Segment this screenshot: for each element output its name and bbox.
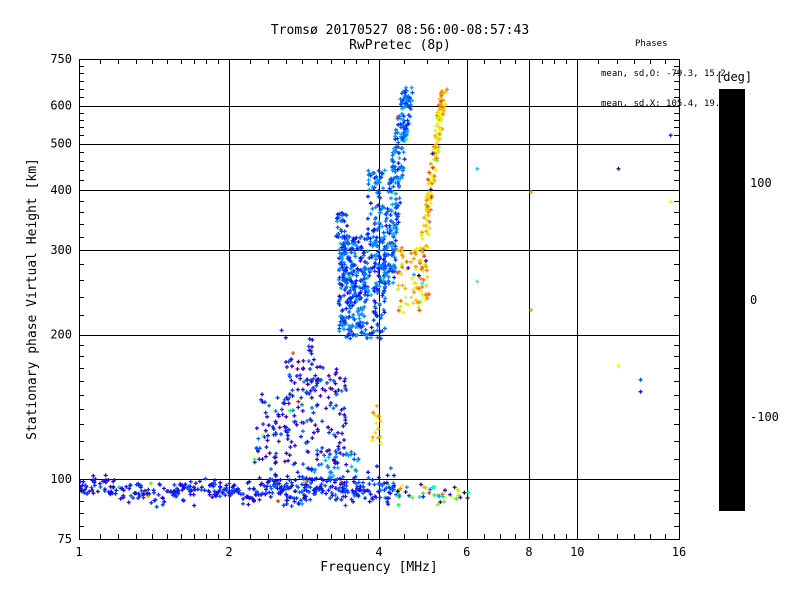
colorbar-tick-0: 0 <box>750 293 758 307</box>
svg-text:750: 750 <box>50 52 72 66</box>
plot-subtitle: RwPretec (8p) <box>349 38 451 53</box>
legend-line-x-mode: mean, sd,X: 105.4, 19.8 <box>601 99 726 109</box>
legend-title: Phases <box>635 39 668 49</box>
svg-text:300: 300 <box>50 243 72 257</box>
colorbar-tick-neg100: -100 <box>750 410 779 425</box>
svg-text:6: 6 <box>463 545 470 559</box>
svg-text:1: 1 <box>75 545 82 559</box>
colorbar-unit-label: [deg] <box>716 70 753 84</box>
svg-text:16: 16 <box>672 545 686 559</box>
legend-line-o-mode: mean, sd,O: -79.3, 15.2 <box>601 69 726 79</box>
axis-box <box>79 59 680 540</box>
plot-grid <box>79 59 679 539</box>
scatter-points <box>79 85 673 509</box>
colorbar <box>719 89 745 511</box>
y-axis-title: Stationary phase Virtual Height [km] <box>25 158 40 440</box>
svg-text:600: 600 <box>50 99 72 113</box>
colorbar-tick-100: 100 <box>750 175 772 190</box>
svg-text:200: 200 <box>50 328 72 342</box>
x-axis-title: Frequency [MHz] <box>320 560 437 575</box>
svg-text:10: 10 <box>570 545 584 559</box>
svg-text:400: 400 <box>50 183 72 197</box>
svg-text:4: 4 <box>375 545 382 559</box>
svg-text:8: 8 <box>525 545 532 559</box>
svg-text:500: 500 <box>50 137 72 151</box>
plot-title: Tromsø 20170527 08:56:00-08:57:43 <box>270 23 530 38</box>
svg-text:100: 100 <box>50 472 72 486</box>
axis-labels: 1 2 4 6 8 10 16 75 100 200 300 400 500 600 750 Frequenc… <box>25 52 686 575</box>
svg-text:2: 2 <box>225 545 232 559</box>
phase-stats-legend: Phases mean, sd,O: -79.3, 15.2 mean, sd,… <box>601 19 771 129</box>
svg-text:75: 75 <box>58 532 72 546</box>
